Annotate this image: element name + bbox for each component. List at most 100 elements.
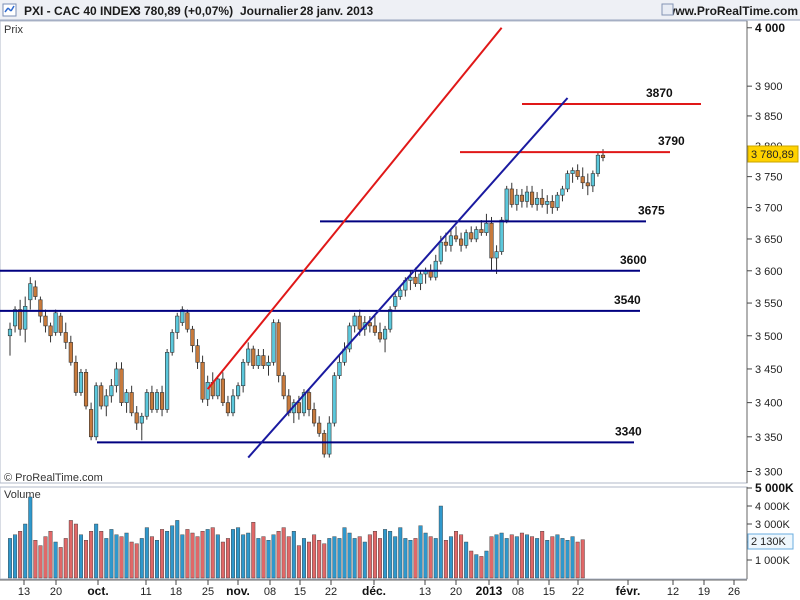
- x-tick-label: 2013: [476, 584, 503, 598]
- candle-body: [499, 219, 504, 252]
- volume-bar: [342, 527, 347, 579]
- volume-bar: [149, 536, 154, 579]
- candle-body: [590, 173, 595, 187]
- chart-toggle-icon[interactable]: [2, 3, 17, 17]
- volume-bar: [84, 540, 88, 579]
- x-tick-label: 26: [728, 586, 740, 598]
- volume-bars: [8, 496, 585, 579]
- candle-body: [185, 312, 190, 330]
- instrument-name: PXI - CAC 40 INDEX: [24, 4, 137, 18]
- candle-body: [545, 201, 550, 205]
- volume-bar: [246, 532, 251, 579]
- volume-bar: [286, 536, 291, 579]
- volume-bar: [469, 550, 474, 579]
- volume-bar: [33, 540, 38, 579]
- volume-bar: [504, 538, 509, 579]
- x-axis: 13 20 oct. 11 18 25 nov. 08 15 22 déc. 13 20 2013 08 15…: [18, 580, 740, 598]
- volume-bar: [78, 534, 83, 579]
- volume-bar: [261, 536, 266, 579]
- candle-body: [494, 251, 499, 259]
- volume-bar: [73, 523, 78, 579]
- last-volume-tag: 2 130K: [747, 533, 794, 550]
- x-tick-label: 22: [572, 586, 584, 598]
- candle-body: [469, 232, 474, 240]
- volume-bar: [58, 547, 63, 579]
- candle-body: [165, 352, 170, 410]
- candle-body: [190, 328, 195, 346]
- volume-bar: [317, 540, 322, 579]
- volume-bar: [119, 536, 124, 579]
- volume-bar: [220, 541, 225, 579]
- volume-bar: [509, 534, 514, 579]
- candle-body: [322, 433, 327, 455]
- volume-bar: [8, 538, 12, 579]
- volume-bar: [276, 531, 281, 579]
- price-tick-label: 3 650: [755, 234, 783, 246]
- candle-body: [459, 238, 464, 246]
- price-tick-label: 3 850: [755, 111, 783, 123]
- volume-bar: [464, 541, 469, 579]
- candle-body: [413, 276, 418, 284]
- volume-bar: [322, 543, 327, 579]
- candle-body: [443, 241, 448, 246]
- volume-bar: [443, 540, 448, 579]
- candle-body: [575, 170, 580, 177]
- x-tick-label: 08: [512, 586, 524, 598]
- candle-body: [306, 392, 312, 410]
- svg-text:3 780,89: 3 780,89: [751, 149, 794, 161]
- candle-body: [53, 312, 58, 333]
- candle-body: [154, 392, 160, 410]
- volume-bar: [23, 523, 28, 579]
- volume-bar: [28, 496, 33, 579]
- candle-body: [215, 378, 220, 397]
- price-panel-label: Prix: [4, 24, 23, 36]
- candle-body: [38, 299, 43, 317]
- volume-bar: [104, 538, 109, 579]
- x-tick-label: 19: [698, 586, 710, 598]
- candle-body: [408, 276, 413, 281]
- x-tick-label: 18: [170, 586, 182, 598]
- level-label: 3675: [638, 203, 665, 217]
- volume-bar: [454, 531, 458, 579]
- candle-body: [89, 409, 94, 438]
- x-tick-label: 15: [294, 586, 306, 598]
- candle-body: [524, 191, 530, 202]
- volume-bar: [155, 540, 159, 579]
- volume-bar: [241, 534, 246, 579]
- candle-body: [519, 194, 524, 202]
- volume-bar: [352, 538, 357, 579]
- volume-bar: [68, 520, 73, 579]
- volume-bar: [570, 536, 575, 579]
- candle-body: [357, 315, 362, 330]
- volume-bar: [378, 538, 382, 579]
- price-tick-label: 3 350: [755, 432, 783, 444]
- candles: [7, 149, 606, 458]
- candle-body: [261, 355, 266, 366]
- volume-bar: [428, 536, 433, 579]
- candle-body: [433, 260, 438, 278]
- volume-bar: [367, 534, 372, 579]
- x-tick-label: oct.: [87, 584, 108, 598]
- candle-body: [68, 342, 73, 363]
- candle-body: [104, 395, 109, 407]
- volume-bar: [448, 536, 453, 579]
- candle-body: [595, 154, 601, 174]
- candle-body: [438, 241, 443, 262]
- candle-body: [347, 325, 352, 350]
- volume-bar: [215, 534, 220, 579]
- minimize-icon[interactable]: [661, 3, 674, 16]
- candle-body: [281, 375, 286, 397]
- price-tick-label: 3 750: [755, 172, 783, 184]
- candle-body: [509, 188, 514, 205]
- candle-body: [220, 378, 225, 403]
- volume-bar: [403, 538, 408, 579]
- candle-body: [600, 154, 606, 158]
- candle-body: [99, 385, 104, 407]
- volume-bar: [53, 541, 58, 579]
- volume-bar: [175, 520, 180, 579]
- volume-bar: [18, 531, 23, 579]
- candle-body: [301, 392, 307, 414]
- price-tick-label: 3 600: [755, 266, 783, 278]
- level-label: 3790: [658, 134, 685, 148]
- volume-bar: [327, 538, 332, 579]
